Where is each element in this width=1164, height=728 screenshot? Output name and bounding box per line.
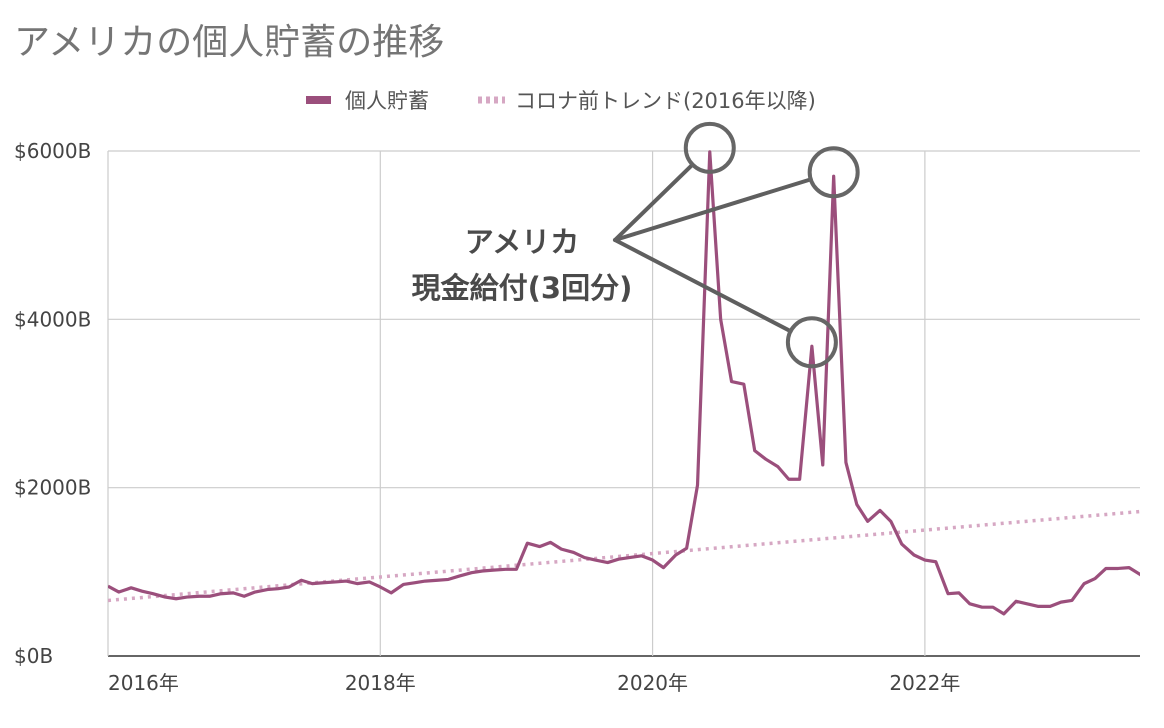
y-tick-label: $6000B [14,139,91,163]
x-tick-label: 2020年 [617,671,688,695]
annotation: アメリカ 現金給付(3回分) [412,121,860,369]
x-tick-label: 2022年 [889,671,960,695]
x-tick-label: 2016年 [108,671,179,695]
axes: $0B $2000B $4000B $6000B 2016年 2018年 2020年 2022… [14,139,960,695]
y-tick-label: $0B [14,644,53,668]
legend-label-savings: 個人貯蓄 [345,89,429,113]
highlight-circle-second [807,146,860,199]
annotation-pointer-line [613,177,813,242]
annotation-pointer-line [613,162,695,242]
chart-title: アメリカの個人貯蓄の推移 [14,22,444,63]
annotation-pointer-line [613,238,793,334]
y-tick-label: $4000B [14,307,91,331]
trend-series-line [108,509,1140,603]
highlight-circle-third [785,316,838,369]
series-layer [108,150,1140,616]
grid [107,150,1140,657]
x-tick-label: 2018年 [345,671,416,695]
annotation-line-1: アメリカ [465,225,580,259]
legend: 個人貯蓄 コロナ前トレンド(2016年以降) [306,89,816,113]
savings-series-line [108,150,1140,616]
y-tick-label: $2000B [14,476,91,500]
legend-label-trend: コロナ前トレンド(2016年以降) [515,89,816,113]
highlight-circle-first [683,121,736,174]
legend-swatch-savings [306,96,331,104]
annotation-line-2: 現金給付(3回分) [412,271,633,305]
